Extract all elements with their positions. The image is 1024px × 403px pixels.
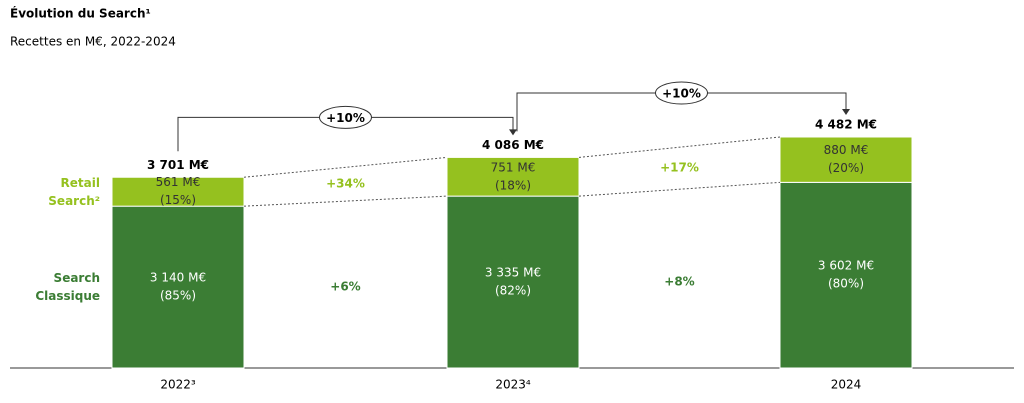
total-growth-label: +10% bbox=[662, 87, 701, 101]
legend-label: Search Classique bbox=[35, 271, 100, 304]
share-label: (80%) bbox=[828, 277, 864, 291]
share-label: (82%) bbox=[495, 284, 531, 298]
chart-title: Évolution du Search¹ bbox=[10, 6, 151, 21]
bar-segment bbox=[111, 205, 245, 369]
value-label: 3 335 M€ bbox=[485, 266, 541, 280]
x-tick-label: 2023⁴ bbox=[495, 378, 531, 392]
connector bbox=[578, 181, 781, 197]
growth-label: +34% bbox=[326, 177, 365, 191]
bar-segment bbox=[446, 156, 580, 197]
value-label: 751 M€ bbox=[491, 160, 536, 174]
connector bbox=[243, 195, 448, 207]
bar-segment bbox=[779, 136, 913, 183]
bar-segment bbox=[779, 181, 913, 369]
total-label: 3 701 M€ bbox=[147, 158, 209, 172]
share-label: (20%) bbox=[828, 161, 864, 175]
growth-label: +6% bbox=[330, 280, 360, 294]
legend-label: Retail Search² bbox=[48, 175, 100, 208]
arrow-head bbox=[509, 129, 517, 136]
growth-badge bbox=[655, 81, 708, 105]
connector bbox=[578, 136, 781, 158]
total-label: 4 482 M€ bbox=[815, 118, 877, 132]
value-label: 880 M€ bbox=[824, 143, 869, 157]
growth-label: +17% bbox=[660, 161, 699, 175]
bar-segment bbox=[446, 195, 580, 369]
share-label: (18%) bbox=[495, 178, 531, 192]
total-growth-label: +10% bbox=[326, 111, 365, 125]
total-label: 4 086 M€ bbox=[482, 138, 544, 152]
bar-segment bbox=[111, 176, 245, 207]
growth-badge bbox=[319, 105, 372, 129]
value-label: 3 602 M€ bbox=[818, 259, 874, 273]
x-tick-label: 2024 bbox=[831, 378, 862, 392]
chart-subtitle: Recettes en M€, 2022-2024 bbox=[10, 35, 176, 49]
share-label: (15%) bbox=[160, 193, 196, 207]
x-tick-label: 2022³ bbox=[160, 378, 196, 392]
value-label: 561 M€ bbox=[156, 175, 201, 189]
connector bbox=[243, 156, 448, 178]
share-label: (85%) bbox=[160, 289, 196, 303]
value-label: 3 140 M€ bbox=[150, 271, 206, 285]
growth-label: +8% bbox=[664, 275, 694, 289]
arrow-head bbox=[842, 109, 850, 115]
